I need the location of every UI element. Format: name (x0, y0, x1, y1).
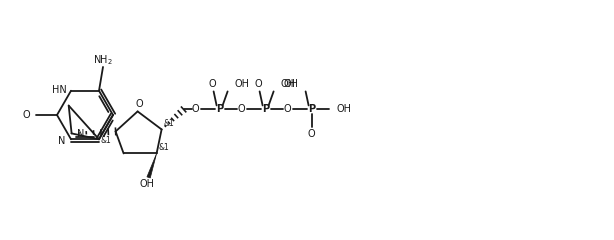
Text: HN: HN (52, 85, 67, 95)
Text: O: O (284, 104, 292, 114)
Text: O: O (192, 104, 200, 114)
Text: O: O (308, 129, 316, 139)
Text: &1: &1 (163, 119, 174, 128)
Text: &1: &1 (158, 143, 169, 152)
Text: O: O (238, 104, 246, 114)
Text: OH: OH (284, 79, 298, 90)
Text: N: N (58, 136, 65, 146)
Text: OH: OH (336, 104, 352, 114)
Text: O: O (209, 79, 216, 90)
Text: O: O (255, 79, 262, 90)
Text: OH: OH (281, 79, 295, 90)
Text: OH: OH (139, 180, 154, 189)
Text: N: N (77, 129, 84, 139)
Text: P: P (216, 104, 223, 114)
Text: &1: &1 (101, 136, 112, 145)
Polygon shape (147, 153, 157, 178)
Text: OH: OH (235, 79, 250, 90)
Text: O: O (22, 110, 30, 120)
Text: P: P (262, 104, 269, 114)
Text: P: P (308, 104, 315, 114)
Text: O: O (136, 99, 144, 109)
Text: NH$_2$: NH$_2$ (93, 53, 113, 67)
